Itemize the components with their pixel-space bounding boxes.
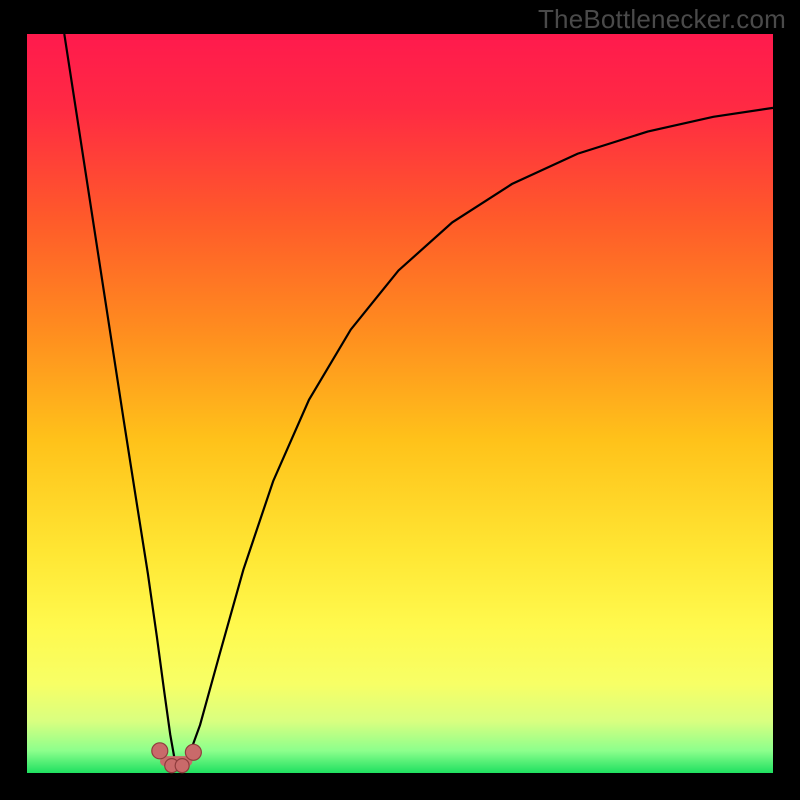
plot-area bbox=[27, 34, 773, 773]
valley-dot bbox=[185, 744, 201, 760]
chart-stage: TheBottlenecker.com bbox=[0, 0, 800, 800]
valley-dot bbox=[152, 743, 168, 759]
gradient-background bbox=[27, 34, 773, 773]
valley-dot bbox=[175, 759, 189, 773]
chart-svg bbox=[27, 34, 773, 773]
watermark-text: TheBottlenecker.com bbox=[538, 4, 786, 35]
